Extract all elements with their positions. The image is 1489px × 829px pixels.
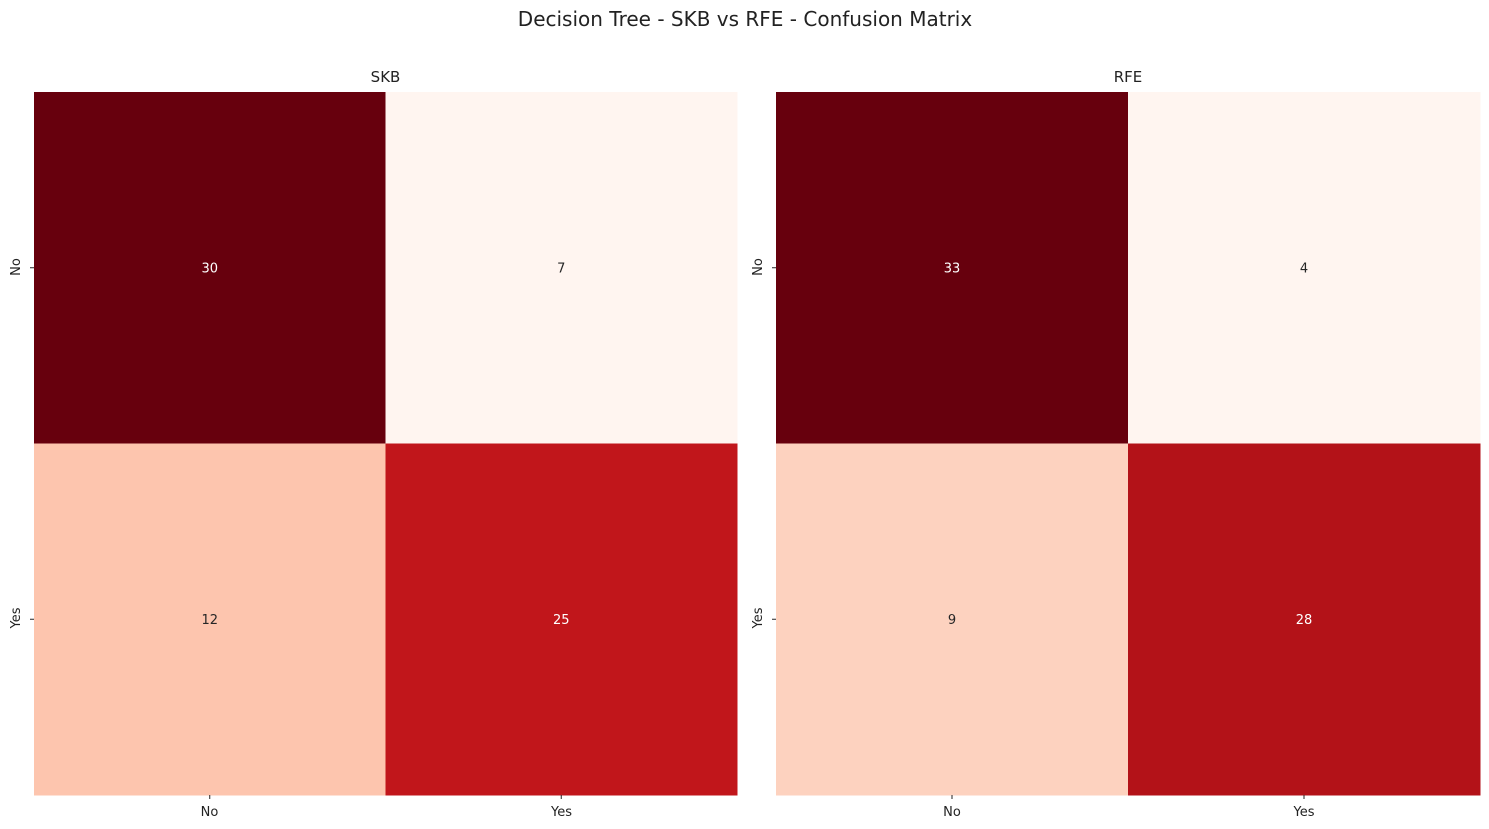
rfe-cell-no-no (776, 92, 1129, 444)
figure-title: Decision Tree - SKB vs RFE - Confusion M… (518, 7, 973, 31)
rfe-y-tick-label-yes: Yes (751, 607, 766, 629)
rfe-cell-no-yes (1128, 92, 1481, 444)
rfe-heatmap-panel: RFE 33 4 9 28 No Yes No Yes (751, 68, 1481, 820)
skb-y-tick-label-yes: Yes (9, 607, 24, 629)
rfe-panel-title: RFE (1114, 68, 1143, 86)
skb-cell-value-yes-no: 12 (201, 613, 218, 628)
skb-heatmap-cells: 30 7 12 25 (34, 92, 738, 796)
skb-cell-no-no (34, 92, 386, 444)
skb-cell-yes-yes (385, 443, 738, 796)
skb-cell-value-no-yes: 7 (557, 261, 565, 276)
rfe-x-tick-label-yes: Yes (1293, 805, 1315, 820)
skb-cell-value-no-no: 30 (201, 261, 218, 276)
skb-heatmap-panel: SKB 30 7 12 25 No Yes No Yes (9, 68, 738, 820)
skb-y-axis: No Yes (9, 258, 34, 630)
rfe-cell-value-no-no: 33 (944, 261, 961, 276)
skb-cell-value-yes-yes: 25 (553, 613, 570, 628)
rfe-x-axis: No Yes (943, 795, 1315, 820)
skb-cell-no-yes (385, 92, 738, 444)
rfe-y-tick-label-no: No (751, 258, 766, 276)
rfe-cell-yes-yes (1128, 443, 1481, 796)
skb-x-axis: No Yes (201, 795, 572, 820)
skb-panel-title: SKB (371, 68, 401, 86)
rfe-cell-value-yes-no: 9 (948, 613, 956, 628)
skb-x-tick-label-yes: Yes (550, 805, 572, 820)
rfe-cell-value-no-yes: 4 (1300, 261, 1308, 276)
rfe-cell-value-yes-yes: 28 (1296, 613, 1313, 628)
skb-y-tick-label-no: No (9, 258, 24, 276)
rfe-heatmap-cells: 33 4 9 28 (776, 92, 1481, 796)
skb-x-tick-label-no: No (201, 805, 219, 820)
rfe-y-axis: No Yes (751, 258, 776, 630)
skb-cell-yes-no (34, 443, 386, 796)
rfe-cell-yes-no (776, 443, 1129, 796)
rfe-x-tick-label-no: No (943, 805, 961, 820)
